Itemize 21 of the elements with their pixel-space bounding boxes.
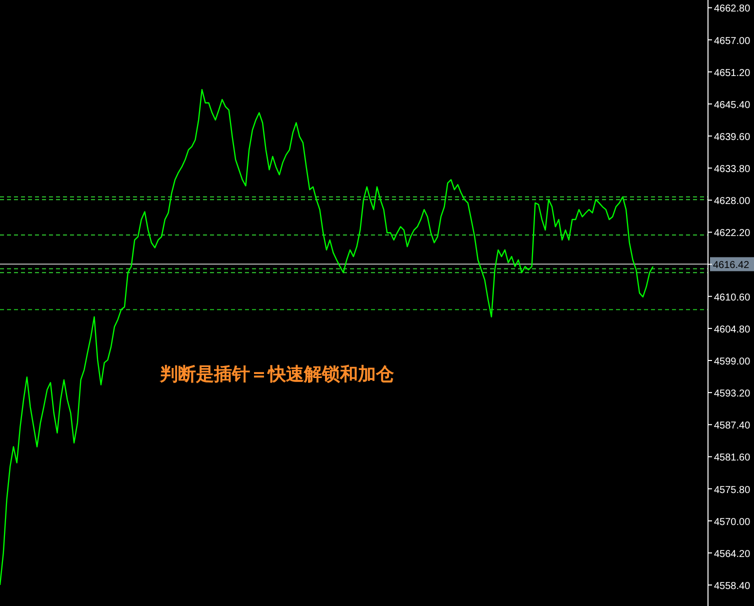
y-tick-label: 4570.00 (714, 516, 751, 528)
y-tick-label: 4581.60 (714, 452, 751, 464)
y-tick-label: 4645.40 (714, 100, 751, 111)
y-tick-label: 4622.20 (714, 228, 751, 240)
y-tick-label: 4628.00 (714, 196, 751, 208)
y-tick-label: 4575.80 (714, 484, 751, 496)
ref-line-label: 4616.42 (713, 260, 750, 272)
annotation: 判断是插针＝快速解锁和加仓 (159, 364, 395, 385)
y-tick-label: 4662.80 (714, 4, 751, 15)
y-tick-label: 4657.00 (714, 36, 751, 47)
y-tick-label: 4651.20 (714, 68, 751, 79)
y-tick-label: 4564.20 (714, 548, 751, 560)
y-tick-label: 4599.00 (714, 356, 751, 368)
y-tick-label: 4633.80 (714, 164, 751, 176)
y-tick-label: 4587.40 (714, 420, 751, 432)
y-tick-label: 4610.60 (714, 292, 751, 304)
y-tick-label: 4593.20 (714, 388, 751, 400)
y-tick-label: 4639.60 (714, 132, 751, 144)
line-series (0, 88, 654, 586)
y-tick-label: 4604.80 (714, 324, 751, 336)
y-tick-label: 4558.40 (714, 580, 751, 592)
